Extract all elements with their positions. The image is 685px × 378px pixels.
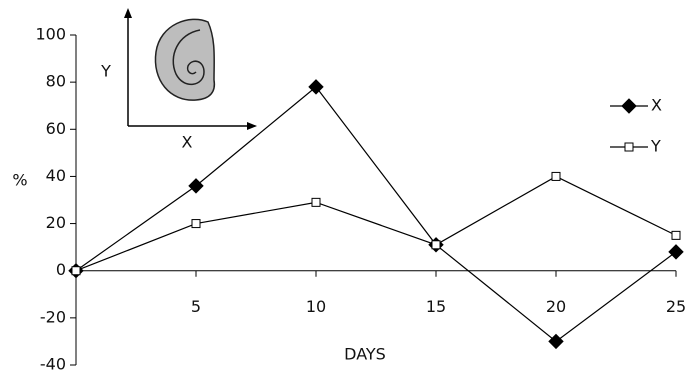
y-tick-label: 0	[56, 260, 66, 279]
y-tick-label: 40	[46, 166, 66, 185]
y-tick-label: 60	[46, 119, 66, 138]
series-line	[76, 87, 676, 342]
legend-label: X	[651, 96, 662, 115]
legend-marker	[625, 143, 633, 151]
inset-x-label: X	[182, 133, 193, 152]
point	[549, 334, 563, 348]
point	[312, 198, 320, 206]
inset-arrow	[247, 122, 257, 130]
inset-arrow	[124, 8, 132, 18]
series-line	[76, 176, 676, 270]
page: {"chart_data": {"type": "line", "x": [0,…	[0, 0, 685, 378]
point	[552, 172, 560, 180]
point	[432, 241, 440, 249]
y-tick-label: 100	[35, 25, 66, 44]
inset: Y X	[100, 8, 257, 152]
point	[192, 220, 200, 228]
point	[189, 179, 203, 193]
shell	[155, 19, 214, 100]
x-tick-label: 25	[666, 297, 685, 316]
x-tick-label: 20	[546, 297, 566, 316]
y-tick-label: 80	[46, 72, 66, 91]
point	[72, 267, 80, 275]
x-axis-label: DAYS	[344, 345, 386, 364]
y-tick-label: -40	[40, 355, 66, 374]
chart: Y X % DAYS -40 -20 0 20 40 60 80 100 5 10 15 20 25 X Y	[0, 0, 685, 378]
point	[669, 245, 683, 259]
point	[309, 80, 323, 94]
point	[672, 231, 680, 239]
legend-marker	[622, 99, 636, 113]
inset-y-label: Y	[100, 62, 111, 81]
y-tick-label: 20	[46, 213, 66, 232]
legend-label: Y	[650, 137, 661, 156]
x-tick-label: 10	[306, 297, 326, 316]
y-tick-label: -20	[40, 307, 66, 326]
x-tick-label: 15	[426, 297, 446, 316]
x-tick-label: 5	[191, 297, 201, 316]
y-axis-label: %	[12, 171, 27, 190]
